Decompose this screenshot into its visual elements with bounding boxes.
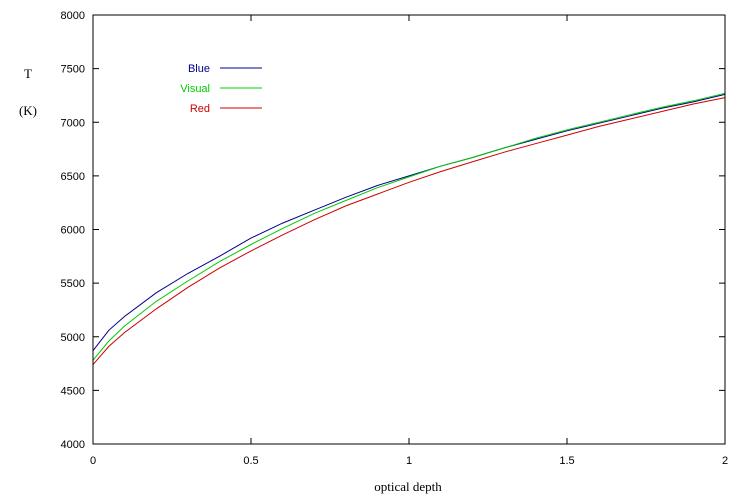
x-tick-label: 1.5 <box>559 455 574 467</box>
y-tick-label: 7000 <box>61 117 85 129</box>
series-line-visual <box>92 92 726 361</box>
y-tick-label: 5500 <box>61 278 85 290</box>
legend-label-red: Red <box>190 103 210 115</box>
legend-label-blue: Blue <box>188 63 210 75</box>
x-axis-label: optical depth <box>374 479 442 494</box>
y-tick-label: 4500 <box>61 385 85 397</box>
ticks-layer: 0 0.5 1 1.5 2 4000 4500 5000 5500 6000 6500 7000 750… <box>61 10 729 467</box>
y-tick-label: 4000 <box>61 439 85 451</box>
legend: Blue Visual Red <box>180 63 262 115</box>
series-layer <box>92 92 726 365</box>
series-line-blue <box>92 93 726 352</box>
y-tick-label: 6000 <box>61 225 85 237</box>
x-tick-label: 1 <box>406 455 412 467</box>
plot-frame <box>92 14 726 445</box>
series-line-red <box>92 97 726 365</box>
y-axis-label-t: T <box>24 66 32 81</box>
x-tick-label: 0 <box>90 455 96 467</box>
y-tick-label: 7500 <box>61 64 85 76</box>
y-tick-label: 6500 <box>61 171 85 183</box>
y-tick-label: 8000 <box>61 10 85 22</box>
y-axis-label-unit: (K) <box>19 103 37 118</box>
legend-label-visual: Visual <box>180 83 210 95</box>
x-tick-label: 0.5 <box>243 455 258 467</box>
x-tick-label: 2 <box>722 455 728 467</box>
y-tick-label: 5000 <box>61 332 85 344</box>
